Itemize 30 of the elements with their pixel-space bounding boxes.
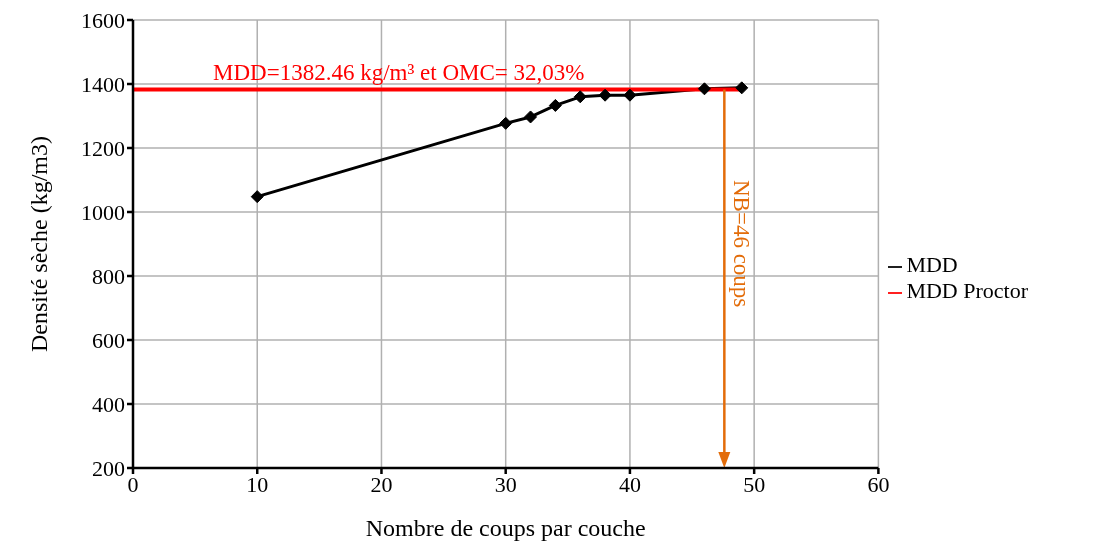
y-tick-label: 1000 [81, 199, 125, 225]
y-tick-label: 200 [92, 455, 125, 481]
point [524, 110, 538, 124]
x-tick-label: 40 [618, 471, 641, 497]
x-tick-label: 50 [743, 471, 766, 497]
point [623, 88, 637, 102]
x-tick-label: 10 [246, 471, 269, 497]
y-tick-label: 600 [92, 327, 125, 353]
point [735, 81, 749, 95]
point [250, 190, 264, 204]
x-axis-title: Nombre de coups par couche [365, 515, 646, 541]
point [548, 98, 562, 112]
x-tick-label: 20 [370, 471, 393, 497]
legend-label: MDD [906, 252, 958, 277]
y-tick-label: 800 [92, 263, 125, 289]
point [573, 90, 587, 104]
annotation: MDD=1382.46 kg/m³ et OMC= 32,03% [213, 59, 585, 85]
x-tick-label: 30 [494, 471, 517, 497]
y-tick-label: 1200 [81, 135, 125, 161]
point [499, 116, 513, 130]
legend-label: MDD Proctor [906, 278, 1028, 303]
point [697, 82, 711, 96]
x-tick-label: 0 [127, 471, 139, 497]
y-tick-label: 1400 [81, 71, 125, 97]
annotation: NB=46 coups [729, 180, 755, 308]
x-tick-label: 60 [867, 471, 890, 497]
y-axis-title: Densité sèche (kg/m3) [25, 136, 52, 352]
point [598, 88, 612, 102]
y-tick-label: 400 [92, 391, 125, 417]
y-tick-label: 1600 [81, 7, 125, 33]
